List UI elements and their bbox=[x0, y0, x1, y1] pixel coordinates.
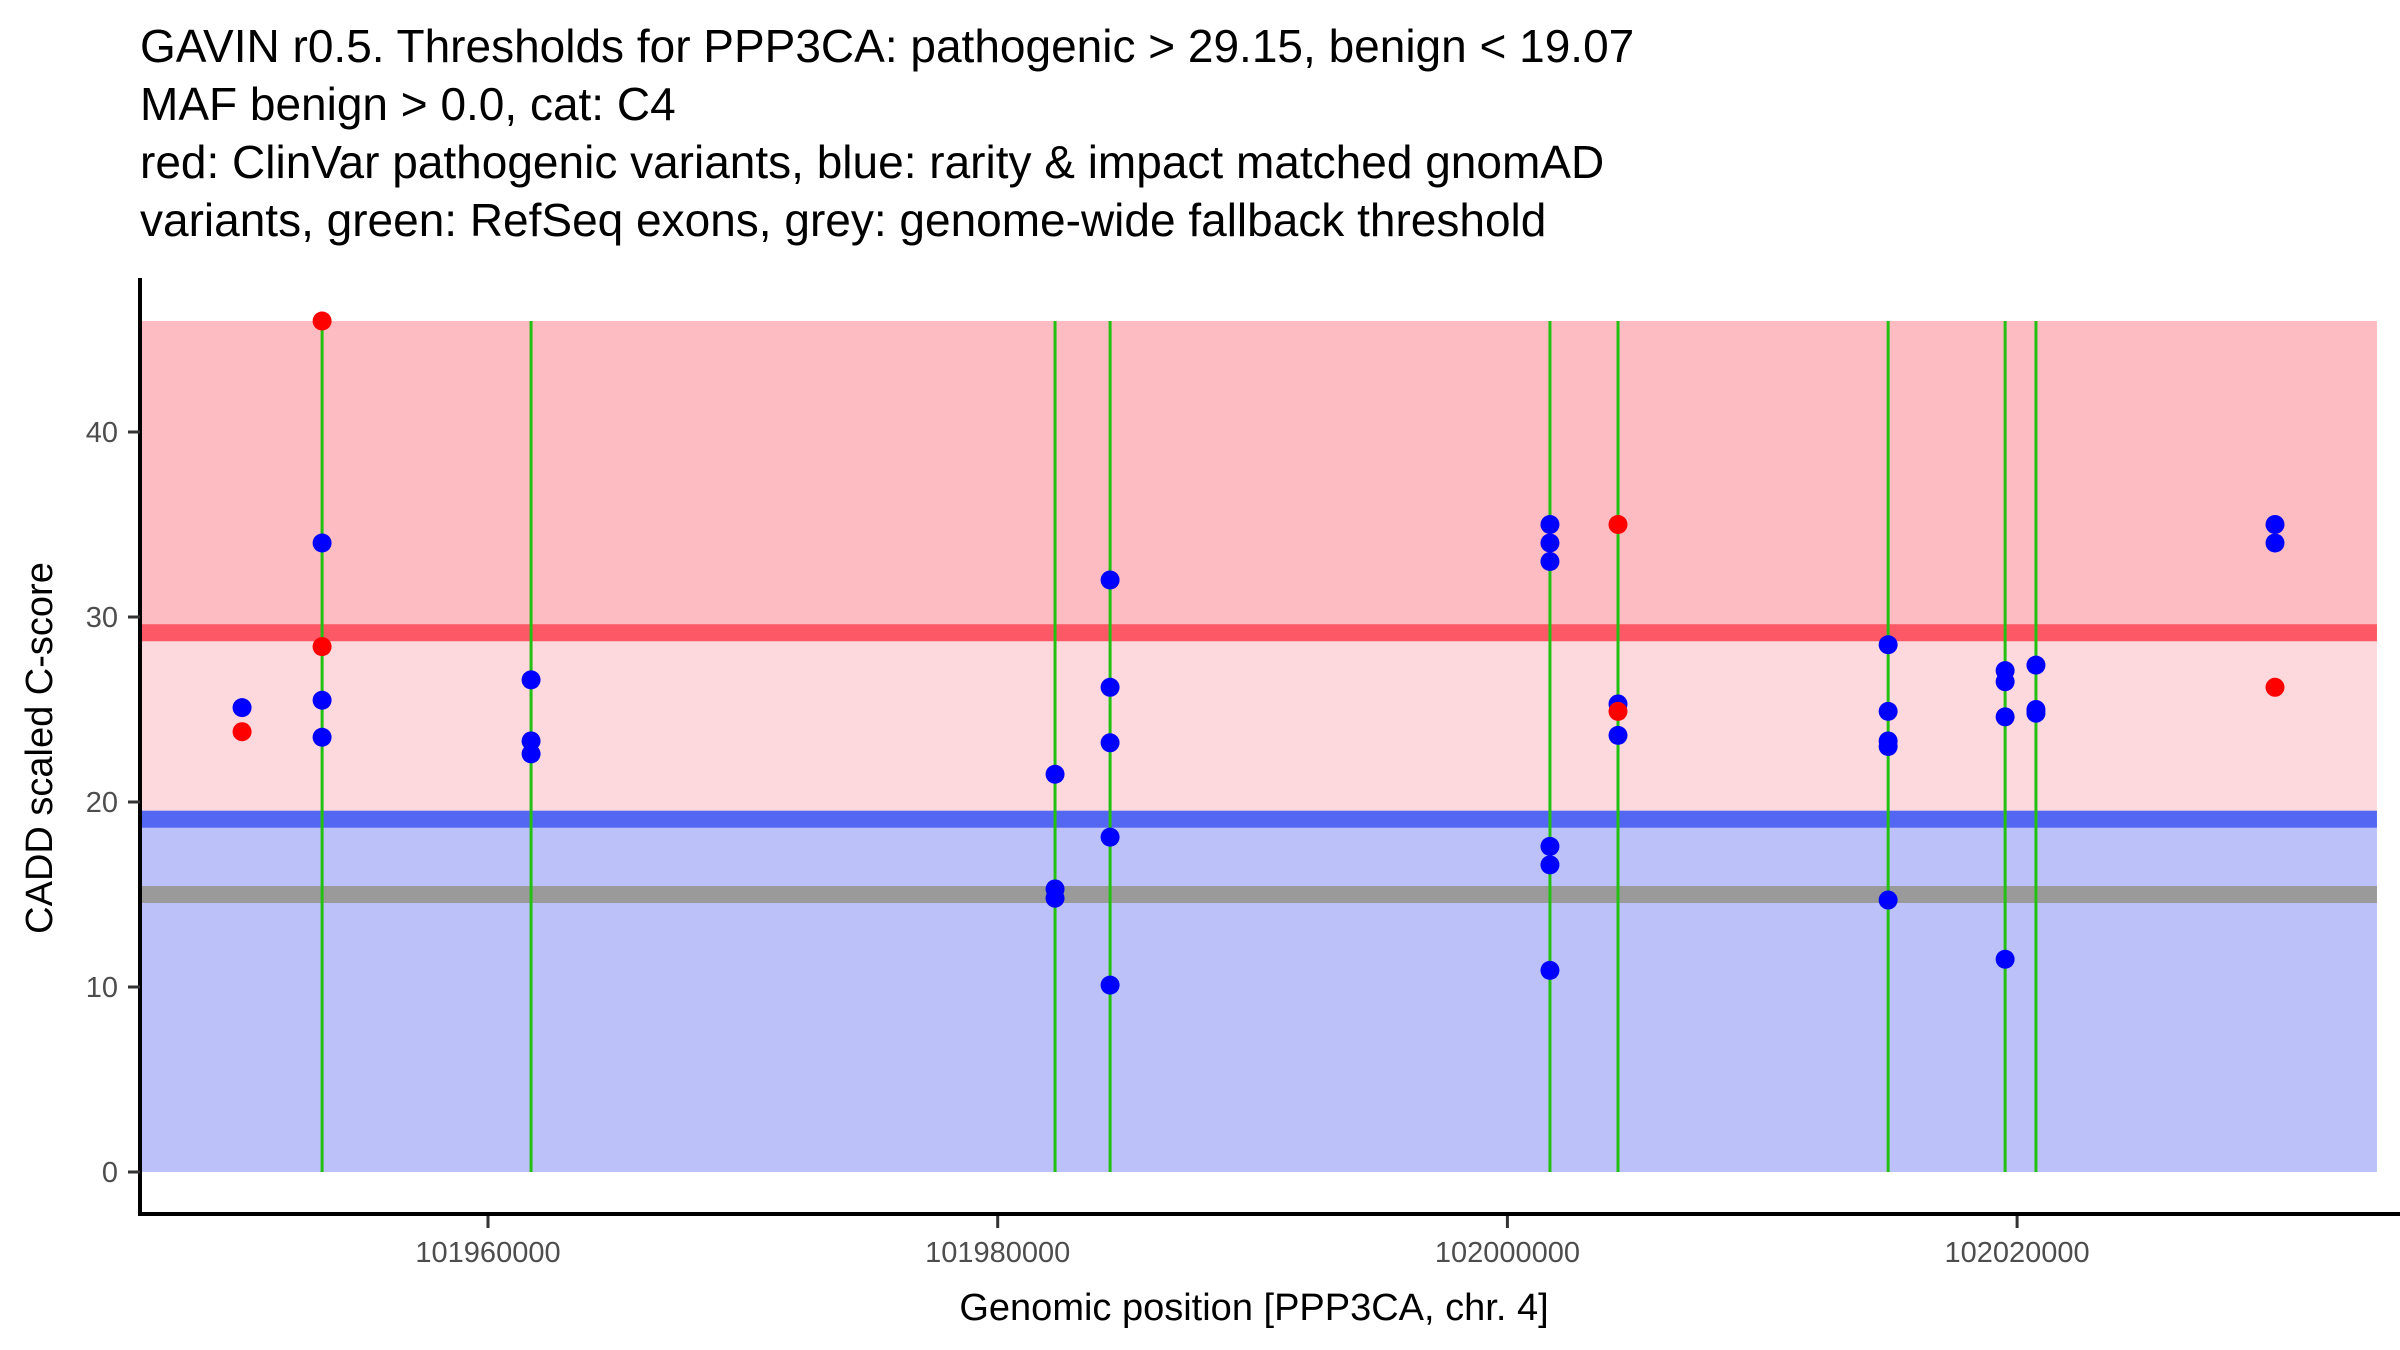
gnomad-variant-point bbox=[1100, 733, 1120, 753]
gnomad-variant-point bbox=[2265, 533, 2285, 553]
gnomad-variant-point bbox=[1540, 836, 1560, 856]
y-tick-label: 20 bbox=[86, 787, 118, 819]
gnomad-variant-point bbox=[1540, 552, 1560, 571]
gnomad-variant-point bbox=[1045, 888, 1065, 908]
y-axis-ticks: 0 10 20 30 40 bbox=[86, 417, 140, 1189]
y-axis-title: CADD scaled C-score bbox=[19, 562, 61, 934]
gnomad-variant-point bbox=[1100, 975, 1120, 995]
x-tick-label: 102020000 bbox=[1945, 1237, 2090, 1269]
threshold-regions bbox=[141, 321, 2377, 1172]
x-tick-label: 101960000 bbox=[415, 1237, 560, 1269]
gnomad-variant-point bbox=[1995, 672, 2015, 692]
gnomad-variant-point bbox=[1100, 677, 1120, 697]
y-tick-label: 30 bbox=[86, 602, 118, 634]
axes: 0 10 20 30 40 101960000 101980000 102000000 102… bbox=[86, 278, 2400, 1269]
threshold-line-genome-wide-fallback-threshold bbox=[141, 886, 2377, 903]
x-tick-label: 102000000 bbox=[1435, 1237, 1580, 1269]
gnomad-variant-point bbox=[2265, 515, 2285, 534]
gnomad-variant-point bbox=[1540, 960, 1560, 980]
gnomad-variant-point bbox=[521, 670, 541, 690]
y-tick-label: 40 bbox=[86, 417, 118, 449]
gnomad-variant-point bbox=[1540, 533, 1560, 553]
gnomad-variant-point bbox=[1045, 764, 1065, 784]
gnomad-variant-point bbox=[521, 744, 541, 764]
threshold-line-pathogenic-threshold bbox=[141, 624, 2377, 642]
gnomad-variant-point bbox=[2026, 655, 2046, 675]
threshold-line-benign-threshold bbox=[141, 810, 2377, 828]
title-line-2: MAF benign > 0.0, cat: C4 bbox=[140, 78, 676, 130]
gnomad-variant-point bbox=[1878, 701, 1898, 721]
y-tick-label: 0 bbox=[102, 1157, 118, 1189]
gnomad-variant-point bbox=[1878, 890, 1898, 910]
gnomad-variant-point bbox=[312, 727, 332, 747]
gnomad-variant-point bbox=[1995, 707, 2015, 727]
clinvar-pathogenic-point bbox=[1608, 701, 1628, 721]
gnomad-variant-point bbox=[232, 698, 252, 718]
gnomad-variant-point bbox=[312, 690, 332, 710]
x-axis-ticks: 101960000 101980000 102000000 102020000 bbox=[415, 1216, 2090, 1269]
y-tick-label: 10 bbox=[86, 972, 118, 1004]
gnomad-variant-point bbox=[1995, 949, 2015, 969]
gnomad-variant-point bbox=[1100, 827, 1120, 847]
chart-title: GAVIN r0.5. Thresholds for PPP3CA: patho… bbox=[140, 20, 1634, 246]
exon-lines bbox=[320, 321, 2038, 1172]
x-axis-title: Genomic position [PPP3CA, chr. 4] bbox=[959, 1287, 1548, 1329]
gnomad-variant-point bbox=[1100, 570, 1120, 590]
title-line-3: red: ClinVar pathogenic variants, blue: … bbox=[140, 136, 1604, 188]
x-tick-label: 101980000 bbox=[925, 1237, 1070, 1269]
gnomad-variant-point bbox=[312, 533, 332, 553]
threshold-lines bbox=[141, 624, 2377, 903]
gnomad-variant-point bbox=[1540, 855, 1560, 875]
clinvar-pathogenic-point bbox=[312, 311, 332, 331]
gnomad-variant-point bbox=[1608, 725, 1628, 745]
data-points bbox=[232, 311, 2285, 995]
gnomad-variant-point bbox=[2026, 703, 2046, 723]
clinvar-pathogenic-point bbox=[2265, 677, 2285, 697]
gnomad-variant-point bbox=[1540, 515, 1560, 534]
title-line-4: variants, green: RefSeq exons, grey: gen… bbox=[140, 194, 1546, 246]
clinvar-pathogenic-point bbox=[232, 722, 252, 742]
gnomad-variant-point bbox=[1878, 635, 1898, 655]
benign-zone bbox=[141, 819, 2377, 1172]
gnomad-variant-point bbox=[1878, 737, 1898, 756]
pathogenic-zone bbox=[141, 321, 2377, 633]
clinvar-pathogenic-point bbox=[312, 637, 332, 657]
title-line-1: GAVIN r0.5. Thresholds for PPP3CA: patho… bbox=[140, 20, 1634, 72]
clinvar-pathogenic-point bbox=[1608, 515, 1628, 534]
